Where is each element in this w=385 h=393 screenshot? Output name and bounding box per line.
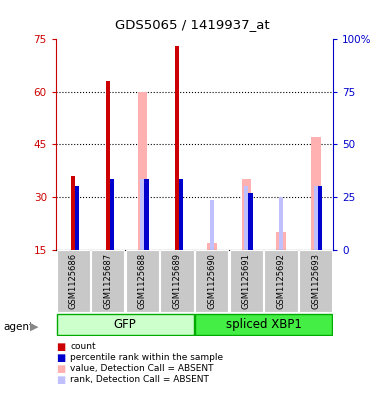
Text: agent: agent (3, 322, 33, 332)
Bar (105, 81, 110, 250)
Text: GSM1125687: GSM1125687 (103, 253, 112, 309)
Bar (144, 180, 149, 250)
Text: GSM1125690: GSM1125690 (207, 253, 216, 309)
Text: ■: ■ (56, 375, 65, 385)
Bar (57, 250, 90, 312)
Text: GSM1125689: GSM1125689 (172, 253, 182, 309)
Bar (230, 250, 263, 312)
Bar (299, 250, 332, 312)
Bar (179, 180, 183, 250)
Bar (195, 314, 332, 335)
Text: GSM1125693: GSM1125693 (311, 253, 320, 309)
Bar (91, 250, 124, 312)
Bar (175, 46, 179, 250)
Text: ■: ■ (56, 364, 65, 374)
Bar (264, 250, 298, 312)
Bar (244, 186, 248, 250)
Bar (311, 138, 321, 250)
Bar (195, 250, 228, 312)
Bar (318, 186, 322, 250)
Text: spliced XBP1: spliced XBP1 (226, 318, 302, 331)
Text: GSM1125692: GSM1125692 (276, 253, 286, 309)
Bar (314, 186, 318, 250)
Bar (248, 193, 253, 250)
Bar (141, 180, 144, 250)
Bar (71, 176, 75, 250)
Bar (161, 250, 194, 312)
Bar (276, 232, 286, 250)
Bar (210, 200, 214, 250)
Bar (279, 197, 283, 250)
Text: rank, Detection Call = ABSENT: rank, Detection Call = ABSENT (70, 375, 209, 384)
Text: GDS5065 / 1419937_at: GDS5065 / 1419937_at (115, 18, 270, 31)
Text: count: count (70, 342, 96, 351)
Text: ■: ■ (56, 342, 65, 352)
Text: GFP: GFP (114, 318, 137, 331)
Text: ■: ■ (56, 353, 65, 363)
Bar (207, 242, 217, 250)
Bar (57, 314, 194, 335)
Bar (126, 250, 159, 312)
Text: ▶: ▶ (30, 322, 38, 332)
Text: GSM1125691: GSM1125691 (242, 253, 251, 309)
Bar (137, 92, 147, 250)
Bar (241, 180, 251, 250)
Bar (75, 186, 79, 250)
Text: GSM1125686: GSM1125686 (69, 253, 78, 309)
Text: percentile rank within the sample: percentile rank within the sample (70, 353, 224, 362)
Text: value, Detection Call = ABSENT: value, Detection Call = ABSENT (70, 364, 214, 373)
Text: GSM1125688: GSM1125688 (138, 253, 147, 309)
Bar (110, 180, 114, 250)
